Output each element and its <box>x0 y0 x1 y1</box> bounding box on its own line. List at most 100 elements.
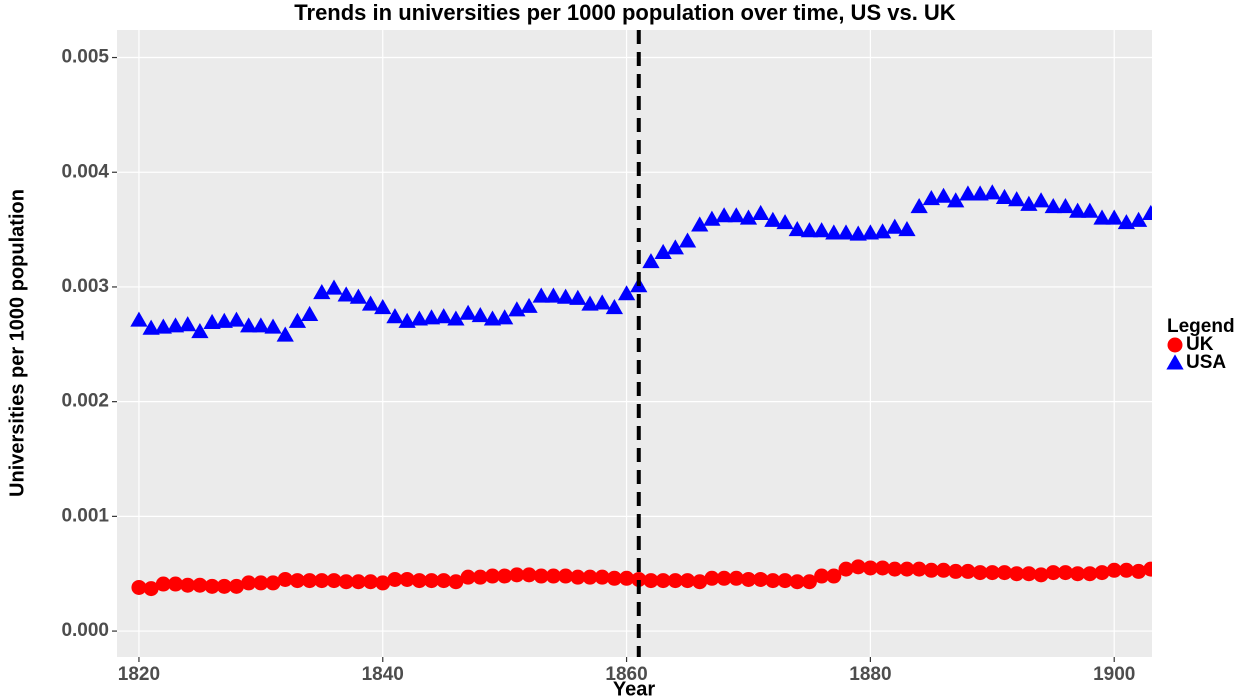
y-tick-label: 0.004 <box>61 161 109 182</box>
y-tick-label: 0.002 <box>61 391 109 412</box>
point <box>215 312 233 328</box>
point <box>788 220 806 237</box>
point <box>617 285 636 301</box>
point <box>995 188 1014 204</box>
point <box>471 307 489 323</box>
point <box>959 185 977 201</box>
point <box>1069 202 1087 218</box>
point <box>558 568 574 584</box>
point <box>716 570 732 586</box>
point <box>288 312 307 328</box>
point <box>497 568 513 584</box>
point <box>399 571 415 587</box>
point <box>753 571 769 587</box>
point <box>520 297 538 313</box>
point <box>873 223 892 239</box>
point <box>837 224 855 240</box>
point <box>765 573 781 589</box>
point <box>1093 209 1111 225</box>
point <box>1105 209 1123 225</box>
point <box>228 578 244 594</box>
point <box>459 304 477 320</box>
point <box>1045 565 1061 581</box>
point <box>1143 561 1152 577</box>
point <box>1094 565 1110 581</box>
y-axis-label: Universities per 1000 population <box>6 189 28 497</box>
point <box>582 569 598 585</box>
point <box>300 305 319 321</box>
point <box>983 184 1001 200</box>
point <box>789 574 805 590</box>
point <box>948 563 964 579</box>
point <box>1070 566 1086 582</box>
y-tick-label: 0.003 <box>61 276 109 297</box>
point <box>752 204 770 221</box>
point <box>302 573 318 589</box>
point <box>191 323 209 339</box>
point <box>1118 562 1134 578</box>
point <box>349 288 368 304</box>
point <box>715 207 733 223</box>
point <box>204 578 220 594</box>
point <box>361 295 380 311</box>
grid <box>117 30 1152 657</box>
point <box>850 559 866 575</box>
point <box>240 317 258 333</box>
point <box>556 288 575 304</box>
point <box>1106 562 1122 578</box>
point <box>203 313 221 329</box>
point <box>472 569 488 585</box>
point <box>898 220 916 237</box>
point <box>179 316 197 332</box>
point <box>849 225 867 241</box>
point <box>241 575 257 591</box>
point <box>776 214 794 230</box>
point <box>947 192 965 208</box>
point <box>483 310 502 326</box>
point <box>984 565 1000 581</box>
x-tick-label: 1860 <box>605 664 647 685</box>
point <box>1081 202 1099 218</box>
point <box>1009 566 1025 582</box>
point <box>654 243 672 260</box>
point <box>569 289 587 305</box>
point <box>643 573 659 589</box>
point <box>777 573 793 589</box>
point <box>1032 192 1050 208</box>
point <box>521 567 537 583</box>
point <box>264 318 282 334</box>
point <box>289 573 305 589</box>
point <box>666 239 684 255</box>
point <box>838 561 854 577</box>
point <box>800 222 819 238</box>
point <box>374 298 392 315</box>
point <box>936 562 952 578</box>
point <box>1021 566 1037 582</box>
legend-key <box>1166 354 1184 370</box>
point <box>667 573 683 589</box>
point <box>227 311 246 327</box>
x-tick-label: 1820 <box>118 664 160 685</box>
point <box>923 562 939 578</box>
point <box>1056 198 1075 214</box>
point <box>692 574 708 590</box>
point <box>704 570 720 586</box>
point <box>509 567 525 583</box>
point <box>533 568 549 584</box>
point <box>740 571 756 587</box>
point <box>386 308 404 324</box>
point <box>166 317 185 333</box>
point <box>253 575 269 591</box>
point <box>1129 211 1148 227</box>
point <box>216 578 232 594</box>
point <box>398 312 416 328</box>
point <box>1008 191 1026 207</box>
point <box>1131 563 1147 579</box>
point <box>801 574 817 590</box>
point <box>594 569 610 585</box>
x-axis-label: Year <box>613 678 655 698</box>
point <box>739 209 758 225</box>
point <box>337 286 355 302</box>
point <box>154 318 172 334</box>
